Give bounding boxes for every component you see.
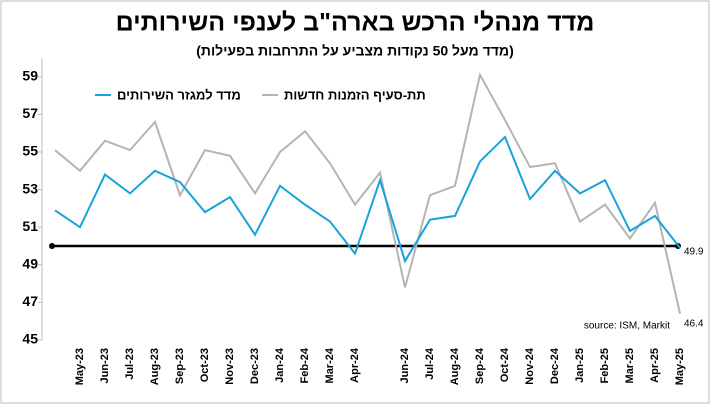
x-tick-label: Apr-24 (349, 347, 361, 383)
x-tick-label: Aug-24 (449, 347, 461, 385)
value-label: 46.4 (684, 318, 704, 329)
y-tick-label: 47 (22, 293, 38, 309)
x-tick-label: Sep-24 (474, 347, 486, 384)
x-tick-label: Dec-24 (549, 347, 561, 384)
x-tick-label: Mar-24 (324, 347, 336, 383)
chart-subtitle: (מדד מעל 50 נקודות מצביע על התרחבות בפעי… (196, 43, 513, 59)
x-tick-label: Jan-25 (574, 348, 586, 383)
y-tick-label: 53 (22, 180, 38, 196)
y-tick-label: 45 (22, 331, 38, 347)
y-tick-label: 51 (22, 218, 38, 234)
legend-label: תת-סעיף הזמנות חדשות (284, 87, 426, 102)
y-tick-label: 57 (22, 105, 38, 121)
legend-label: מדד למגזר השירותים (117, 87, 241, 102)
x-tick-label: Jan-24 (274, 347, 286, 383)
x-tick-label: Dec-23 (249, 348, 261, 384)
series-line (54, 135, 681, 264)
source: source: ISM, Markit (584, 321, 670, 332)
x-tick-label: May-25 (674, 348, 686, 385)
series-line (54, 72, 681, 314)
x-tick-label: Jun-24 (399, 347, 411, 383)
y-tick-label: 49 (22, 256, 38, 272)
x-tick-label: Nov-23 (224, 348, 236, 385)
x-tick-label: May-23 (74, 348, 86, 385)
x-tick-label: Feb-24 (299, 347, 311, 383)
x-tick-label: Jun-23 (99, 348, 111, 383)
x-tick-label: Mar-25 (624, 348, 636, 383)
y-tick-label: 59 (22, 68, 38, 84)
x-tick-label: Apr-25 (649, 348, 661, 383)
value-label: 49.9 (684, 247, 704, 258)
x-tick-label: Oct-24 (499, 347, 511, 382)
x-tick-label: Nov-24 (524, 347, 536, 385)
y-tick-label: 55 (22, 143, 38, 159)
x-tick-label: Feb-25 (599, 348, 611, 383)
x-tick-label: Aug-23 (149, 348, 161, 385)
x-tick-label: Jul-23 (124, 348, 136, 380)
x-tick-label: Jul-24 (424, 347, 436, 380)
x-tick-label: Sep-23 (174, 348, 186, 384)
reference-end (49, 243, 55, 249)
x-tick-label: Oct-23 (199, 348, 211, 382)
chart-title: מדד מנהלי הרכש בארה"ב לענפי השירותים (116, 9, 595, 37)
